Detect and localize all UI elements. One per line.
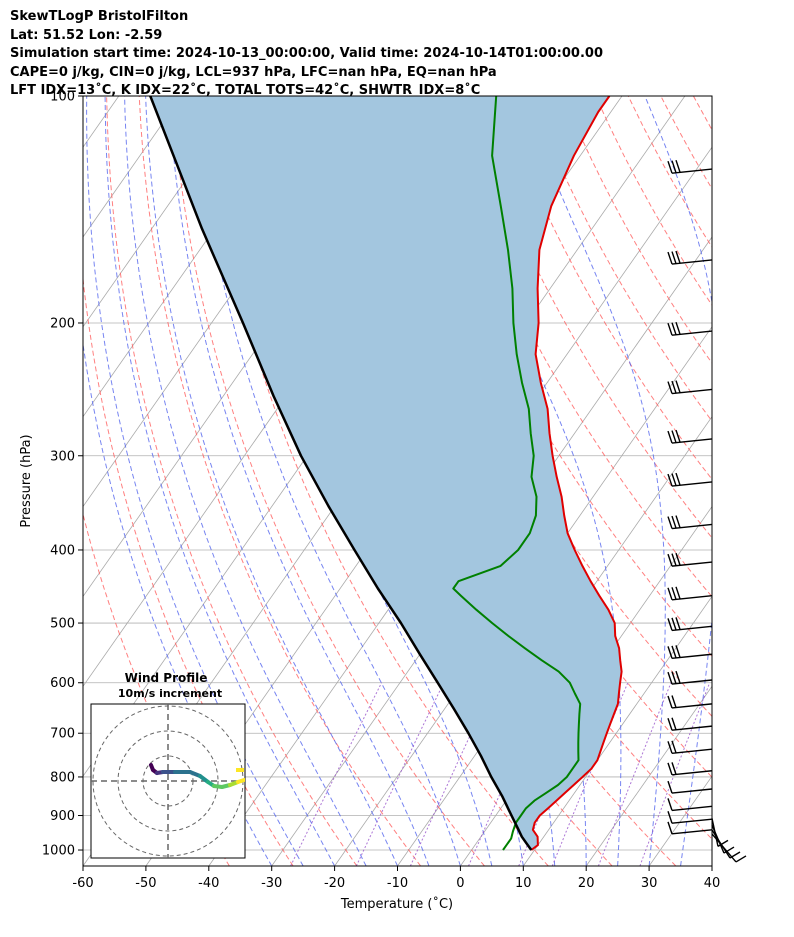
- wind-barb: [711, 824, 735, 854]
- station-coords: Lat: 51.52 Lon: -2.59: [10, 27, 163, 43]
- wind-barb: [667, 780, 713, 794]
- y-tick-label: 500: [50, 617, 75, 632]
- y-tick-label: 1000: [42, 844, 75, 859]
- wind-barb: [667, 670, 713, 685]
- x-tick-label: -30: [261, 876, 282, 891]
- wind-barb: [667, 645, 713, 660]
- y-axis-label: Pressure (hPa): [19, 434, 34, 527]
- mixing-ratio-line: [355, 682, 445, 866]
- x-tick-label: 20: [578, 876, 595, 891]
- isotherm-line: [711, 865, 712, 866]
- wind-barb: [667, 429, 713, 444]
- y-tick-label: 800: [50, 770, 75, 785]
- wind-barb: [667, 740, 713, 754]
- y-tick-label: 900: [50, 809, 75, 824]
- x-tick-label: 10: [515, 876, 532, 891]
- dry-adiabat-line: [83, 274, 294, 866]
- wind-barb: [667, 552, 713, 567]
- moist-adiabat-line: [644, 96, 712, 866]
- wind-barb: [667, 380, 713, 395]
- dry-adiabat-line: [759, 96, 794, 866]
- moist-adiabat-line: [145, 96, 398, 866]
- dry-adiabat-line: [726, 96, 794, 866]
- moist-adiabat-line: [168, 96, 430, 866]
- wind-barb: [667, 321, 713, 336]
- y-tick-label: 300: [50, 449, 75, 464]
- isotherm-line: [83, 96, 245, 328]
- inset-range-ring: [117, 730, 219, 832]
- stability-indices-2: LFT IDX=13˚C, K IDX=22˚C, TOTAL TOTS=42˚…: [10, 83, 481, 98]
- series-layer: [149, 96, 623, 851]
- x-axis-label: Temperature (˚C): [340, 896, 453, 912]
- dry-adiabat-line: [83, 512, 230, 866]
- wind-barb: [667, 617, 713, 632]
- dry-adiabat-line: [138, 96, 422, 866]
- axes: -60 -50 -40 -30 -20 -10 0 10 20 30 40 100 200 300 400 5…: [42, 90, 720, 892]
- simulation-times: Simulation start time: 2024-10-13_00:00:…: [10, 46, 603, 61]
- x-tick-label: -40: [198, 876, 219, 891]
- moist-adiabat-line: [429, 96, 622, 866]
- x-tick-label: -60: [72, 876, 93, 891]
- wind-barb: [667, 472, 713, 487]
- mixing-ratio-line: [597, 682, 672, 866]
- wind-barb: [667, 798, 713, 812]
- stability-indices-1: CAPE=0 j/kg, CIN=0 j/kg, LCL=937 hPa, LF…: [10, 64, 497, 80]
- temperature-profile-line: [530, 96, 623, 851]
- y-tick-label: 100: [50, 90, 75, 105]
- moist-adiabat-line: [86, 96, 304, 866]
- wind-barb: [667, 821, 713, 835]
- wind-barb: [667, 586, 713, 601]
- moist-adiabat-line: [711, 862, 712, 866]
- dry-adiabat-line: [432, 96, 712, 598]
- hodograph-segment: [236, 778, 245, 784]
- cape-cin-shading: [150, 96, 622, 850]
- wind-barb: [667, 695, 713, 709]
- dry-adiabat-line: [106, 96, 358, 866]
- dry-adiabat-line: [692, 96, 712, 131]
- inset-subtitle: 10m/s increment: [118, 687, 222, 700]
- parcel-profile-line: [149, 96, 533, 851]
- wind-profile-inset: [90, 703, 246, 859]
- x-tick-label: -50: [135, 876, 156, 891]
- isotherm-line: [334, 326, 712, 866]
- wind-barb: [667, 159, 713, 174]
- wind-barb: [667, 250, 713, 265]
- inset-title: Wind Profile: [125, 671, 208, 685]
- x-tick-label: 30: [641, 876, 658, 891]
- wind-barb: [667, 811, 713, 824]
- isotherm-line: [585, 685, 712, 866]
- y-tick-label: 200: [50, 316, 75, 331]
- station-title: SkewTLogP BristolFilton: [10, 9, 189, 24]
- moist-adiabat-line: [124, 96, 367, 866]
- dry-adiabat-line: [464, 96, 712, 539]
- isotherm-line: [775, 96, 794, 866]
- wind-barb: [711, 833, 747, 863]
- wind-barb: [667, 717, 713, 731]
- x-tick-label: -20: [324, 876, 345, 891]
- x-tick-label: 0: [456, 876, 464, 891]
- x-tick-label: -10: [387, 876, 408, 891]
- wind-barb: [667, 515, 713, 530]
- y-tick-label: 700: [50, 727, 75, 742]
- moist-adiabat-line: [104, 96, 336, 866]
- dry-adiabat-line: [660, 96, 712, 190]
- moist-adiabat-line: [83, 341, 273, 866]
- dry-adiabat-line: [627, 96, 712, 248]
- y-tick-label: 400: [50, 543, 75, 558]
- mixing-ratio-line: [290, 682, 383, 866]
- dewpoint-profile-line: [452, 96, 582, 851]
- wind-barb: [667, 762, 713, 776]
- moist-adiabat-line: [194, 96, 461, 866]
- x-tick-label: 40: [704, 876, 721, 891]
- y-tick-label: 600: [50, 676, 75, 691]
- dry-adiabat-line: [171, 96, 485, 866]
- wind-barbs: [667, 159, 747, 863]
- isotherm-line: [522, 595, 712, 866]
- dry-adiabat-line: [203, 96, 549, 866]
- isotherm-line: [83, 96, 183, 238]
- chart-header: SkewTLogP BristolFilton Lat: 51.52 Lon: …: [10, 8, 603, 101]
